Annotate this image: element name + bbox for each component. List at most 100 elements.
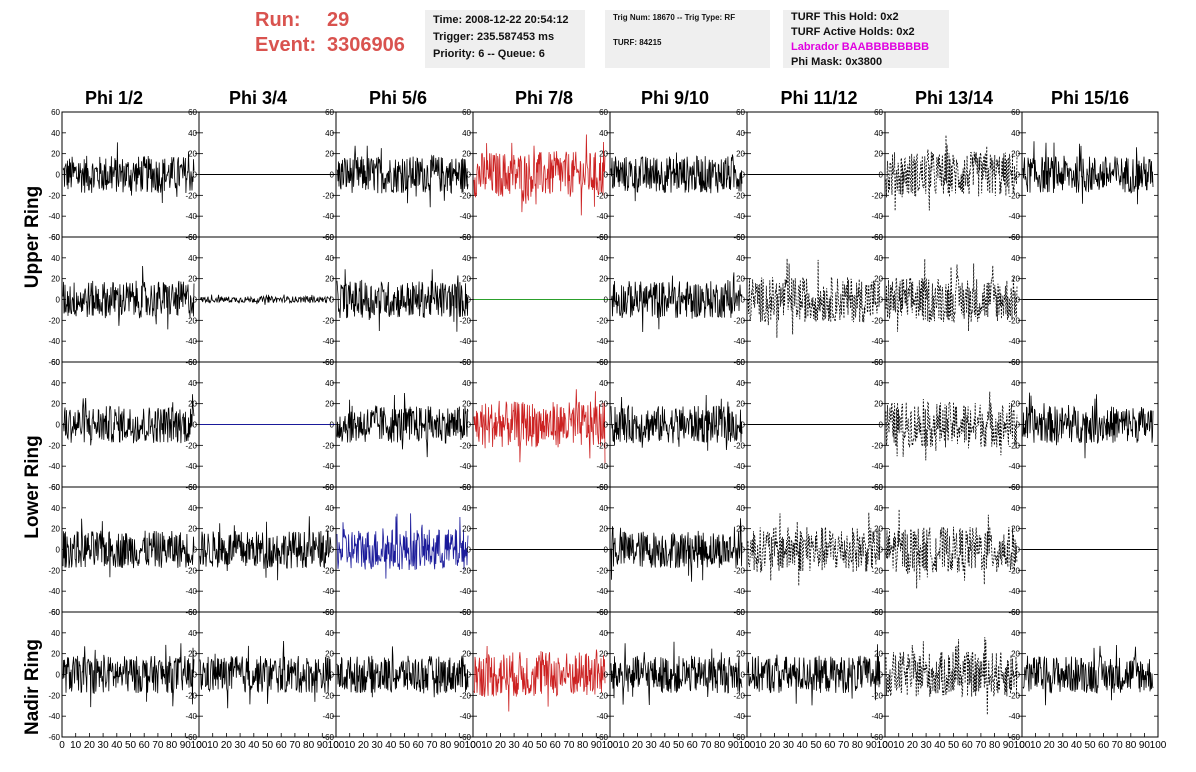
y-tick-label: -20: [322, 566, 334, 575]
y-tick-label: -20: [871, 316, 883, 325]
x-tick-label: 70: [426, 740, 438, 751]
x-tick-label: 80: [1125, 740, 1137, 751]
y-tick-label: 0: [193, 296, 198, 305]
y-tick-label: 40: [462, 129, 471, 138]
y-tick-label: -20: [871, 441, 883, 450]
y-tick-label: 60: [188, 483, 197, 492]
x-tick-label: 80: [714, 740, 726, 751]
y-tick-label: 0: [879, 171, 884, 180]
y-tick-label: 60: [188, 108, 197, 117]
x-tick-label: 20: [632, 740, 644, 751]
y-tick-label: 60: [874, 608, 883, 617]
x-tick-label: 70: [1112, 740, 1124, 751]
x-tick-label: 70: [975, 740, 987, 751]
y-tick-label: -20: [596, 191, 608, 200]
y-tick-label: 60: [51, 358, 60, 367]
y-tick-label: 40: [51, 379, 60, 388]
phi-mask-text: Phi Mask: 0x3800: [791, 56, 883, 68]
y-tick-label: -20: [322, 191, 334, 200]
x-tick-label: 20: [1044, 740, 1056, 751]
y-tick-label: -20: [1008, 691, 1020, 700]
waveform-trace: [885, 391, 1018, 461]
y-tick-label: -40: [48, 462, 60, 471]
y-tick-label: 60: [874, 108, 883, 117]
x-tick-label: 60: [550, 740, 562, 751]
y-tick-label: -20: [48, 316, 60, 325]
y-tick-label: 40: [736, 629, 745, 638]
x-tick-label: 10: [70, 740, 82, 751]
y-tick-label: 60: [736, 108, 745, 117]
y-tick-label: 60: [462, 233, 471, 242]
x-tick-label: 40: [248, 740, 260, 751]
y-tick-label: -20: [1008, 191, 1020, 200]
y-tick-label: 0: [330, 171, 335, 180]
y-tick-label: 0: [741, 421, 746, 430]
x-tick-label: 100: [1150, 740, 1167, 751]
x-tick-label: 90: [1139, 740, 1151, 751]
y-tick-label: -20: [733, 566, 745, 575]
y-tick-label: -20: [871, 566, 883, 575]
y-tick-label: -40: [596, 587, 608, 596]
y-tick-label: 60: [599, 483, 608, 492]
y-tick-label: 60: [188, 608, 197, 617]
y-tick-label: -20: [733, 191, 745, 200]
y-tick-label: 40: [1011, 129, 1020, 138]
x-tick-label: 30: [1057, 740, 1069, 751]
y-tick-label: -60: [871, 733, 883, 742]
y-tick-label: 40: [462, 254, 471, 263]
y-tick-label: -40: [871, 462, 883, 471]
waveform-trace: [473, 134, 606, 216]
x-tick-label: 50: [125, 740, 137, 751]
x-tick-label: 10: [755, 740, 767, 751]
y-tick-label: 40: [325, 254, 334, 263]
y-tick-label: 60: [325, 608, 334, 617]
y-tick-label: -60: [48, 733, 60, 742]
y-tick-label: -20: [48, 441, 60, 450]
waveform-trace: [336, 513, 469, 579]
y-tick-label: 0: [604, 171, 609, 180]
waveform-trace: [747, 512, 881, 586]
y-tick-label: -40: [185, 712, 197, 721]
y-tick-label: 20: [325, 525, 334, 534]
y-tick-label: -20: [459, 691, 471, 700]
x-tick-label: 50: [810, 740, 822, 751]
x-tick-label: 100: [1014, 740, 1031, 751]
y-tick-label: 40: [325, 379, 334, 388]
trig-num-type-text: Trig Num: 18670 -- Trig Type: RF: [613, 13, 736, 22]
y-tick-label: 20: [188, 150, 197, 159]
y-tick-label: -20: [185, 316, 197, 325]
y-tick-label: -40: [322, 212, 334, 221]
y-tick-label: 20: [1011, 650, 1020, 659]
waveform-trace: [336, 269, 469, 332]
y-tick-label: 40: [462, 504, 471, 513]
y-tick-label: -40: [733, 337, 745, 346]
x-tick-label: 10: [893, 740, 905, 751]
y-tick-label: -20: [185, 691, 197, 700]
y-tick-label: 20: [462, 150, 471, 159]
turf-this-hold-text: TURF This Hold: 0x2: [791, 11, 899, 23]
y-tick-label: -40: [322, 712, 334, 721]
waveform-trace: [62, 518, 195, 578]
y-tick-label: 60: [599, 108, 608, 117]
waveform-trace: [62, 142, 195, 204]
waveform-trace: [747, 644, 881, 706]
labrador-text: Labrador BAABBBBBBBB: [791, 41, 930, 53]
x-tick-label: 20: [358, 740, 370, 751]
y-tick-label: 40: [874, 379, 883, 388]
x-tick-label: 60: [1098, 740, 1110, 751]
x-tick-label: 50: [948, 740, 960, 751]
y-tick-label: -60: [48, 358, 60, 367]
turf-active-holds-text: TURF Active Holds: 0x2: [791, 26, 915, 38]
y-tick-label: -60: [185, 733, 197, 742]
y-tick-label: 20: [736, 650, 745, 659]
y-tick-label: 60: [51, 483, 60, 492]
y-tick-label: -40: [733, 212, 745, 221]
y-tick-label: 20: [736, 275, 745, 284]
y-tick-label: 60: [325, 358, 334, 367]
y-tick-label: -40: [459, 712, 471, 721]
event-row: Event: 3306906: [255, 33, 405, 58]
y-tick-label: 60: [325, 483, 334, 492]
x-tick-label: 100: [328, 740, 345, 751]
x-tick-label: 40: [522, 740, 534, 751]
